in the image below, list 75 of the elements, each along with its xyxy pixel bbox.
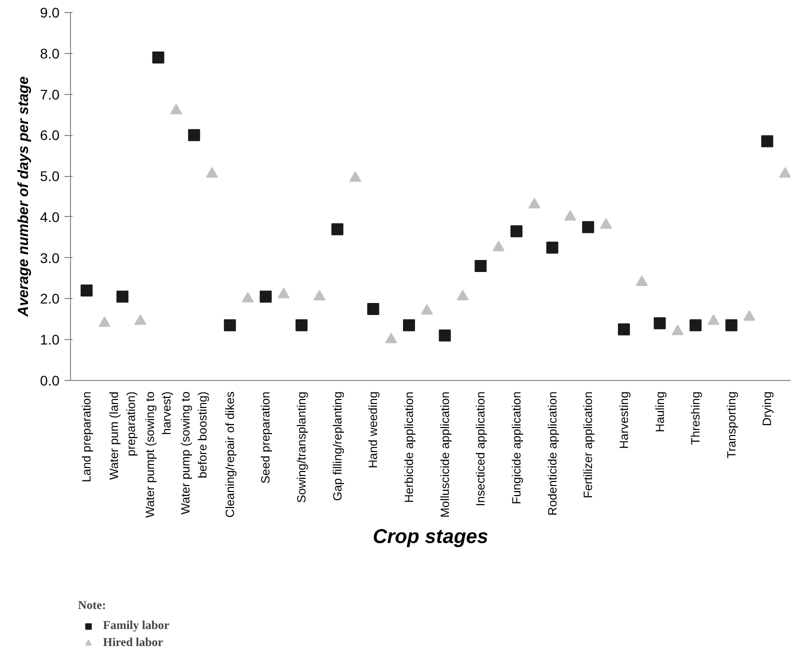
point — [564, 210, 576, 221]
point — [206, 167, 218, 178]
x-tick-label: Seed preparation — [258, 391, 273, 484]
point — [779, 167, 790, 178]
x-tick-label: Harvesting — [616, 392, 631, 449]
y-tick-label: 9.0 — [40, 4, 60, 20]
y-tick-label: 7.0 — [40, 86, 60, 102]
point — [170, 104, 182, 114]
legend-label: Family labor — [103, 618, 170, 633]
y-tick-label: 8.0 — [40, 45, 60, 62]
point — [134, 314, 146, 325]
point — [761, 135, 774, 148]
point — [438, 330, 451, 342]
x-tick-label: Rodenticide application — [545, 391, 560, 516]
point — [98, 316, 111, 327]
point — [116, 290, 128, 303]
legend-label: Hired labor — [103, 635, 164, 650]
point — [636, 276, 648, 286]
x-axis-title: Crop stages — [372, 526, 488, 548]
y-tick-label: 6.0 — [40, 127, 60, 144]
x-tick-label: Threshing — [688, 391, 703, 445]
point — [152, 51, 164, 64]
x-tick-label: Cleaning/repair of dikes — [222, 391, 237, 518]
point — [242, 292, 254, 302]
x-tick-label: Sowing/transplanting — [294, 392, 309, 503]
x-tick-label: Fungicide application — [509, 391, 524, 504]
x-tick-label: Water pump (sowing to before boosting) — [178, 391, 210, 514]
point — [672, 324, 684, 336]
point — [654, 317, 666, 330]
x-tick-label: Insecticed application — [474, 391, 488, 506]
point — [546, 242, 558, 254]
point — [528, 198, 540, 208]
point — [349, 171, 362, 182]
point — [690, 319, 702, 332]
point — [582, 221, 594, 234]
x-tick-label: Drying — [760, 391, 774, 426]
x-tick-label: Gap filling/replanting — [330, 391, 344, 501]
point — [743, 310, 756, 321]
point — [188, 129, 200, 142]
point — [600, 218, 612, 229]
point — [725, 319, 738, 332]
point — [456, 290, 469, 300]
point — [385, 332, 398, 344]
point — [367, 302, 380, 315]
point — [313, 290, 326, 300]
point — [403, 319, 416, 332]
y-axis-title: Average number of days per stage — [16, 76, 32, 318]
x-tick-label: Land preparation — [80, 391, 94, 482]
x-tick-label: Molluscicide application — [438, 391, 452, 518]
point — [510, 225, 522, 238]
point — [492, 240, 505, 252]
point — [260, 290, 272, 303]
x-tick-label: Hand weeding — [366, 391, 380, 468]
y-tick-label: 1.0 — [40, 332, 60, 348]
y-tick-label: 0.0 — [40, 372, 60, 388]
x-tick-label: Water pumpt (sowing to harvest) — [142, 391, 174, 518]
x-tick-label: Transporting — [724, 392, 738, 458]
point — [420, 304, 433, 315]
y-tick-label: 3.0 — [40, 250, 60, 266]
point — [331, 223, 344, 236]
x-tick-label: Hauling — [652, 391, 667, 432]
point — [474, 260, 487, 272]
point — [224, 319, 236, 332]
x-tick-label: Herbicide application — [402, 391, 416, 503]
y-tick-label: 4.0 — [40, 208, 60, 225]
point — [278, 288, 290, 298]
x-tick-label: Water pum (land preparation) — [107, 391, 138, 480]
point — [80, 284, 93, 297]
y-tick-label: 5.0 — [40, 168, 60, 184]
x-tick-label: Fertilizer application — [581, 391, 596, 498]
y-tick-label: 2.0 — [40, 290, 60, 307]
point — [618, 323, 630, 336]
point — [707, 314, 720, 325]
legend-title: Note: — [78, 598, 107, 613]
point — [296, 319, 308, 332]
